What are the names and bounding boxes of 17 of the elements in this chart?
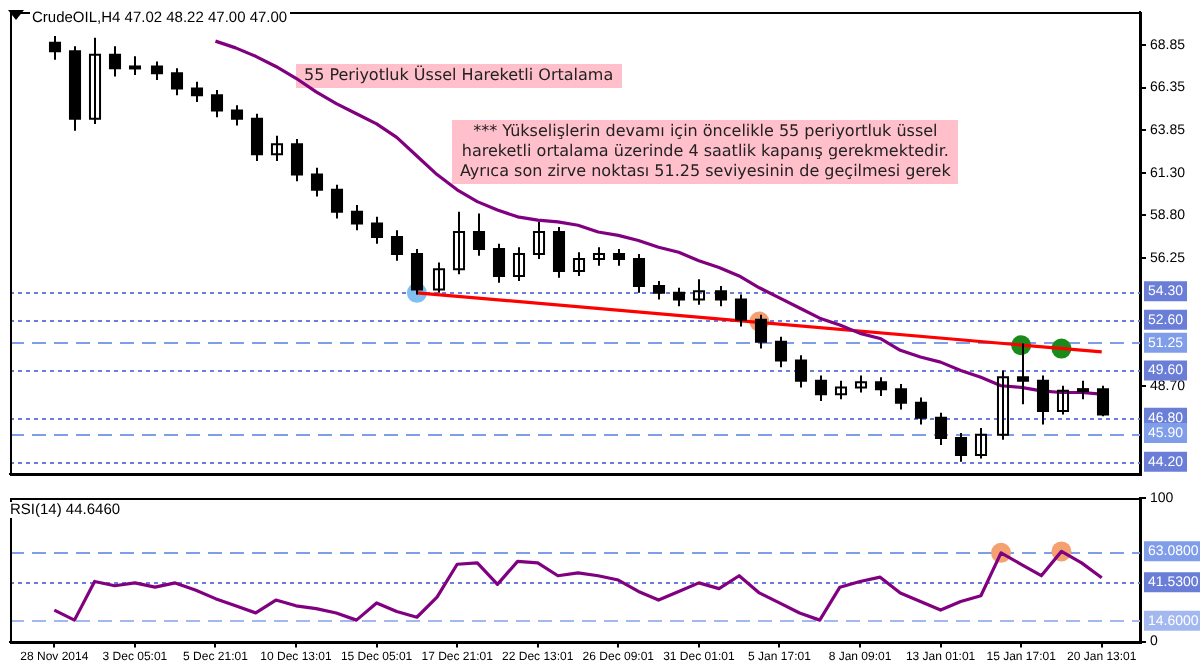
candlestick: [974, 426, 988, 460]
candlestick: [452, 210, 466, 276]
candlestick: [692, 278, 706, 306]
candlestick: [270, 134, 284, 163]
candlestick: [834, 379, 848, 401]
candlestick: [88, 36, 102, 125]
candlestick: [572, 251, 586, 277]
candlestick: [1056, 384, 1070, 416]
annotation: 55 Periyotluk Üssel Hareketli Ortalama: [296, 64, 622, 88]
candlestick: [532, 220, 546, 261]
candlestick: [1076, 379, 1090, 401]
candlestick: [512, 246, 526, 283]
candlestick: [996, 369, 1010, 441]
candlestick: [592, 246, 606, 267]
candlestick: [128, 55, 142, 76]
candlestick: [432, 261, 446, 294]
annotation: *** Yükselişlerin devamı için öncelikle 55 periyortluk üssel hareketli ortalama üzerinde 4 saatlik kapanış gerekmektedir. Ayrıca son zirve noktası 51.25 seviyesinin de geçilmesi gerek: [452, 120, 959, 184]
